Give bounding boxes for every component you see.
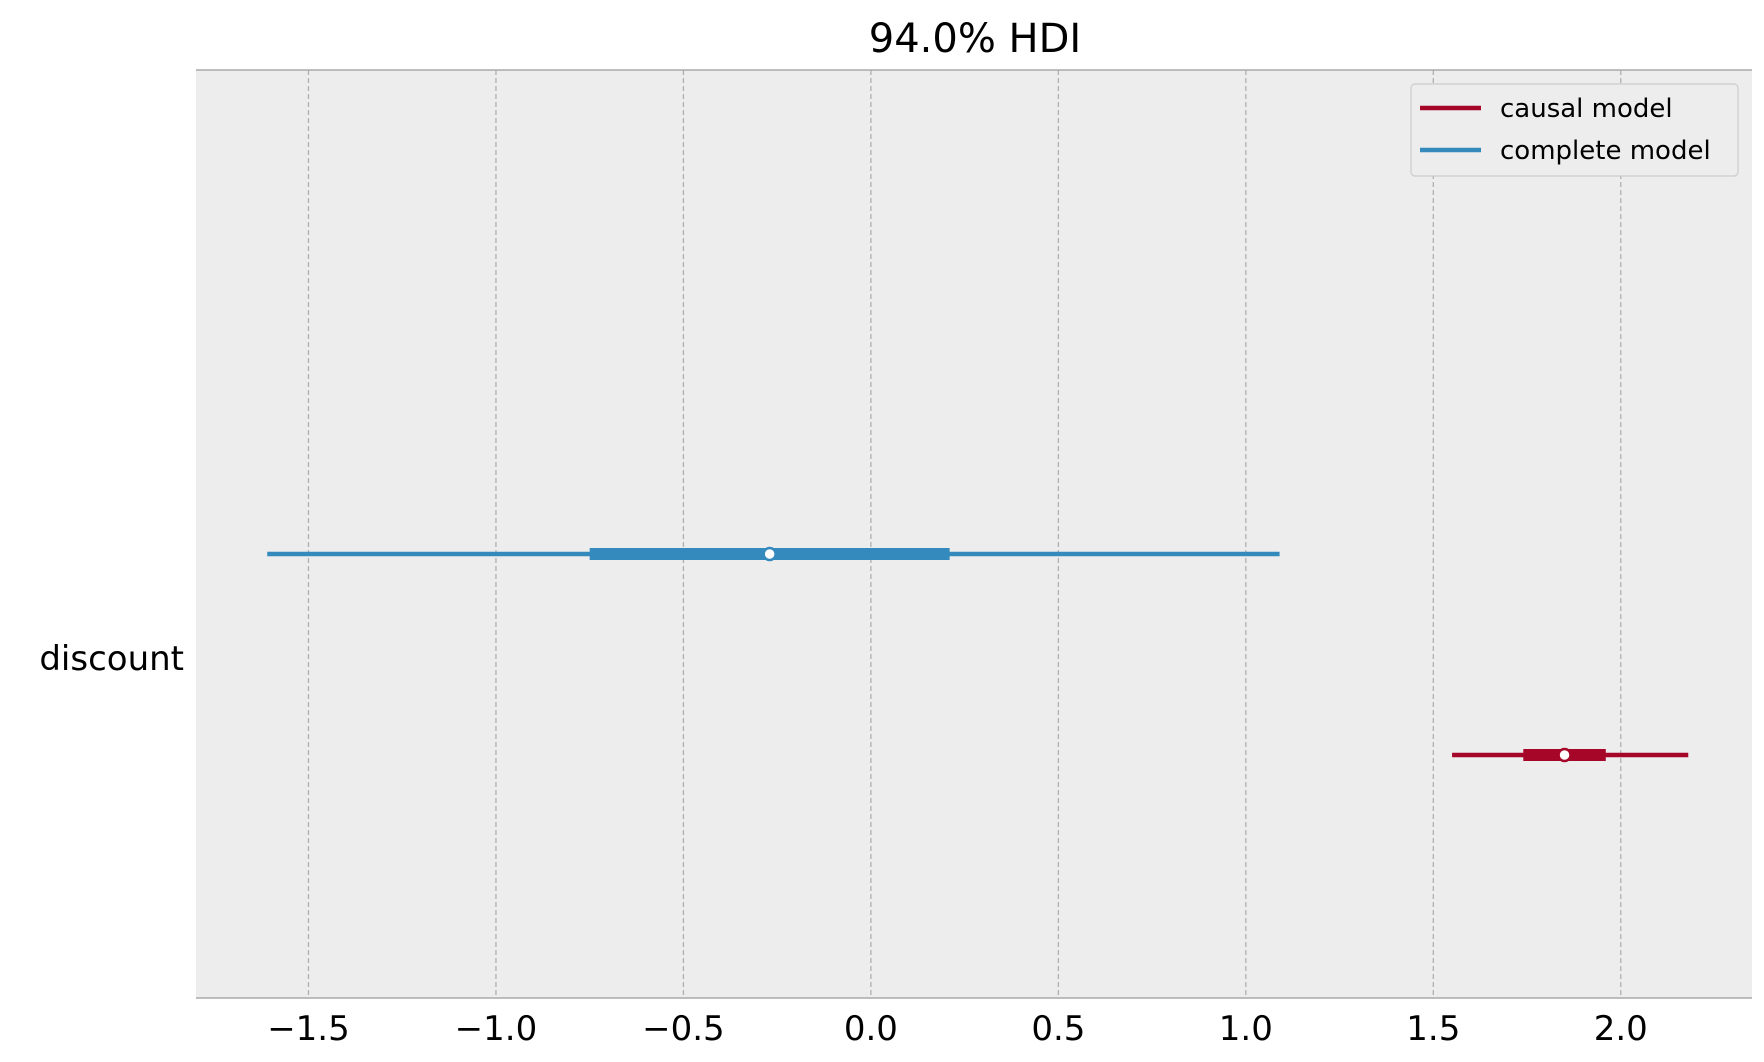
chart-title: 94.0% HDI <box>869 16 1081 62</box>
x-tick-label: −1.5 <box>267 1009 350 1049</box>
legend: causal model complete model <box>1410 83 1739 177</box>
point-estimate-marker <box>1557 747 1572 763</box>
x-tick-label: 1.0 <box>1219 1009 1273 1049</box>
row-label-discount: discount <box>39 639 184 679</box>
x-tick-label: 0.0 <box>844 1009 898 1049</box>
plot-area <box>196 70 1752 998</box>
x-tick-label: 1.5 <box>1406 1009 1460 1049</box>
x-axis-ticks: −1.5 −1.0 −0.5 0.0 0.5 1.0 1.5 2.0 <box>267 1009 1648 1049</box>
x-tick-label: −1.0 <box>455 1009 538 1049</box>
x-tick-label: 0.5 <box>1031 1009 1085 1049</box>
series-layer <box>267 546 1689 763</box>
series-causal-model <box>1452 747 1689 763</box>
series-complete-model <box>267 546 1280 562</box>
legend-box <box>1410 83 1739 177</box>
x-tick-label: −0.5 <box>642 1009 725 1049</box>
legend-label: causal model <box>1500 94 1673 124</box>
x-tick-label: 2.0 <box>1594 1009 1648 1049</box>
legend-label: complete model <box>1500 136 1711 166</box>
point-estimate-marker <box>762 546 777 562</box>
grid-lines <box>307 70 1622 998</box>
